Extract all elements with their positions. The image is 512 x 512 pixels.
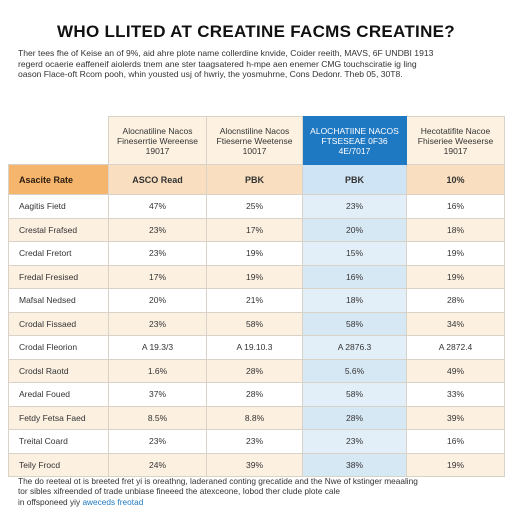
table-cell: 37%	[108, 382, 207, 407]
footer-line: in offsponeed yiy aweceds freotad	[18, 497, 498, 507]
table-cell: 47%	[108, 194, 207, 219]
table-cell: 23%	[108, 217, 207, 242]
table-cell: 39%	[406, 405, 505, 430]
table-cell: 24%	[108, 452, 207, 477]
table-cell: 8.5%	[108, 405, 207, 430]
table-row: Crodal Fissaed 23% 58% 58% 34%	[8, 311, 505, 336]
table-row: Teily Frocd 24% 39% 38% 19%	[8, 452, 505, 477]
column-header-highlighted: ALOCHATIINE NACOS FTSESEAE 0F36 4E/7017	[302, 116, 407, 165]
page-title: WHO LLITED AT CREATINE FACMS CREATINE?	[57, 22, 455, 41]
table-cell: A 2876.3	[302, 335, 407, 360]
table-cell: 19%	[206, 241, 303, 266]
table-corner-cell	[8, 116, 109, 165]
table-row: Crestal Frafsed 23% 17% 20% 18%	[8, 217, 505, 242]
table-cell: 23%	[302, 194, 407, 219]
table-cell: 20%	[108, 288, 207, 313]
rate-row: Asacite Rate ASCO Read PBK PBK 10%	[8, 164, 505, 195]
row-label: Crodal Fissaed	[8, 311, 109, 336]
row-label: Crodal Fleorion	[8, 335, 109, 360]
intro-line: oason Flace-oft Rcom pooh, whin yousted …	[18, 69, 403, 80]
table-cell: 28%	[206, 382, 303, 407]
table-cell: 23%	[302, 429, 407, 454]
footer-line: tor sibles xifreended of trade unbiase f…	[18, 486, 340, 497]
table-cell: 19%	[406, 264, 505, 289]
column-header: Alocnstiline Nacos Ftieserne Weetense 10…	[206, 116, 303, 165]
row-label: Fetdy Fetsa Faed	[8, 405, 109, 430]
table-cell: 16%	[302, 264, 407, 289]
column-header: Alocnatiline Nacos Fineserrtie Wereense …	[108, 116, 207, 165]
table-cell: 17%	[108, 264, 207, 289]
table-cell: 28%	[406, 288, 505, 313]
table-cell: 23%	[108, 429, 207, 454]
row-label: Mafsal Nedsed	[8, 288, 109, 313]
row-label: Credal Fretort	[8, 241, 109, 266]
row-label: Aredal Foued	[8, 382, 109, 407]
row-label: Aagitis Fietd	[8, 194, 109, 219]
intro-line: Ther tees fhe of Keise an of 9%, aid ahr…	[18, 48, 434, 58]
footer-line-text: in offsponeed yiy	[18, 496, 81, 507]
table-cell: 16%	[406, 429, 505, 454]
rate-cell: PBK	[302, 164, 407, 195]
table-cell: 58%	[206, 311, 303, 336]
rate-cell: PBK	[206, 164, 303, 195]
table-cell: 23%	[108, 311, 207, 336]
table-row: Crodal Fleorion A 19.3/3 A 19.10.3 A 2876.3…	[8, 335, 505, 360]
table-cell: 25%	[206, 194, 303, 219]
table-row: Crodsl Raotd 1.6% 28% 5.6% 49%	[8, 358, 505, 383]
table-cell: 18%	[406, 217, 505, 242]
table-row: Mafsal Nedsed 20% 21% 18% 28%	[8, 288, 505, 313]
table-cell: 8.8%	[206, 405, 303, 430]
table-cell: 49%	[406, 358, 505, 383]
table-cell: 19%	[406, 452, 505, 477]
table-cell: 23%	[108, 241, 207, 266]
table-cell: 28%	[302, 405, 407, 430]
footer-link[interactable]: aweceds freotad	[82, 496, 144, 507]
table-cell: A 2872.4	[406, 335, 505, 360]
table-cell: 38%	[302, 452, 407, 477]
table-cell: 17%	[206, 217, 303, 242]
table-cell: 33%	[406, 382, 505, 407]
table-cell: 39%	[206, 452, 303, 477]
table-cell: 1.6%	[108, 358, 207, 383]
table-row: Fetdy Fetsa Faed 8.5% 8.8% 28% 39%	[8, 405, 505, 430]
table-cell: 15%	[302, 241, 407, 266]
table-cell: 28%	[206, 358, 303, 383]
table-cell: 21%	[206, 288, 303, 313]
table-row: Fredal Fresised 17% 19% 16% 19%	[8, 264, 505, 289]
row-label: Crodsl Raotd	[8, 358, 109, 383]
table-row: Aagitis Fietd 47% 25% 23% 16%	[8, 194, 505, 219]
table-cell: 5.6%	[302, 358, 407, 383]
rate-row-label: Asacite Rate	[8, 164, 109, 195]
rate-cell: ASCO Read	[108, 164, 207, 195]
row-label: Treital Coard	[8, 429, 109, 454]
table-cell: 23%	[206, 429, 303, 454]
intro-line: regerd ocaerie eaffeneif aiolerds tnem a…	[18, 58, 417, 69]
table-header-row: Alocnatiline Nacos Fineserrtie Wereense …	[8, 116, 505, 165]
table-cell: A 19.3/3	[108, 335, 207, 360]
table-cell: 58%	[302, 311, 407, 336]
table-row: Aredal Foued 37% 28% 58% 33%	[8, 382, 505, 407]
table-cell: 34%	[406, 311, 505, 336]
row-label: Crestal Frafsed	[8, 217, 109, 242]
rate-cell: 10%	[406, 164, 505, 195]
comparison-table: Alocnatiline Nacos Fineserrtie Wereense …	[8, 116, 505, 477]
table-cell: A 19.10.3	[206, 335, 303, 360]
table-row: Treital Coard 23% 23% 23% 16%	[8, 429, 505, 454]
table-row: Credal Fretort 23% 19% 15% 19%	[8, 241, 505, 266]
table-cell: 16%	[406, 194, 505, 219]
table-cell: 19%	[406, 241, 505, 266]
footer-note: The do reeteal ot is breeted fret yi is …	[18, 476, 498, 507]
table-cell: 20%	[302, 217, 407, 242]
table-cell: 19%	[206, 264, 303, 289]
table-cell: 58%	[302, 382, 407, 407]
row-label: Teily Frocd	[8, 452, 109, 477]
column-header: Hecotatifite Nacoe Fhiseriee Weeserse 19…	[406, 116, 505, 165]
footer-line: The do reeteal ot is breeted fret yi is …	[18, 476, 418, 486]
intro-paragraph: Ther tees fhe of Keise an of 9%, aid ahr…	[18, 48, 494, 80]
table-cell: 18%	[302, 288, 407, 313]
row-label: Fredal Fresised	[8, 264, 109, 289]
